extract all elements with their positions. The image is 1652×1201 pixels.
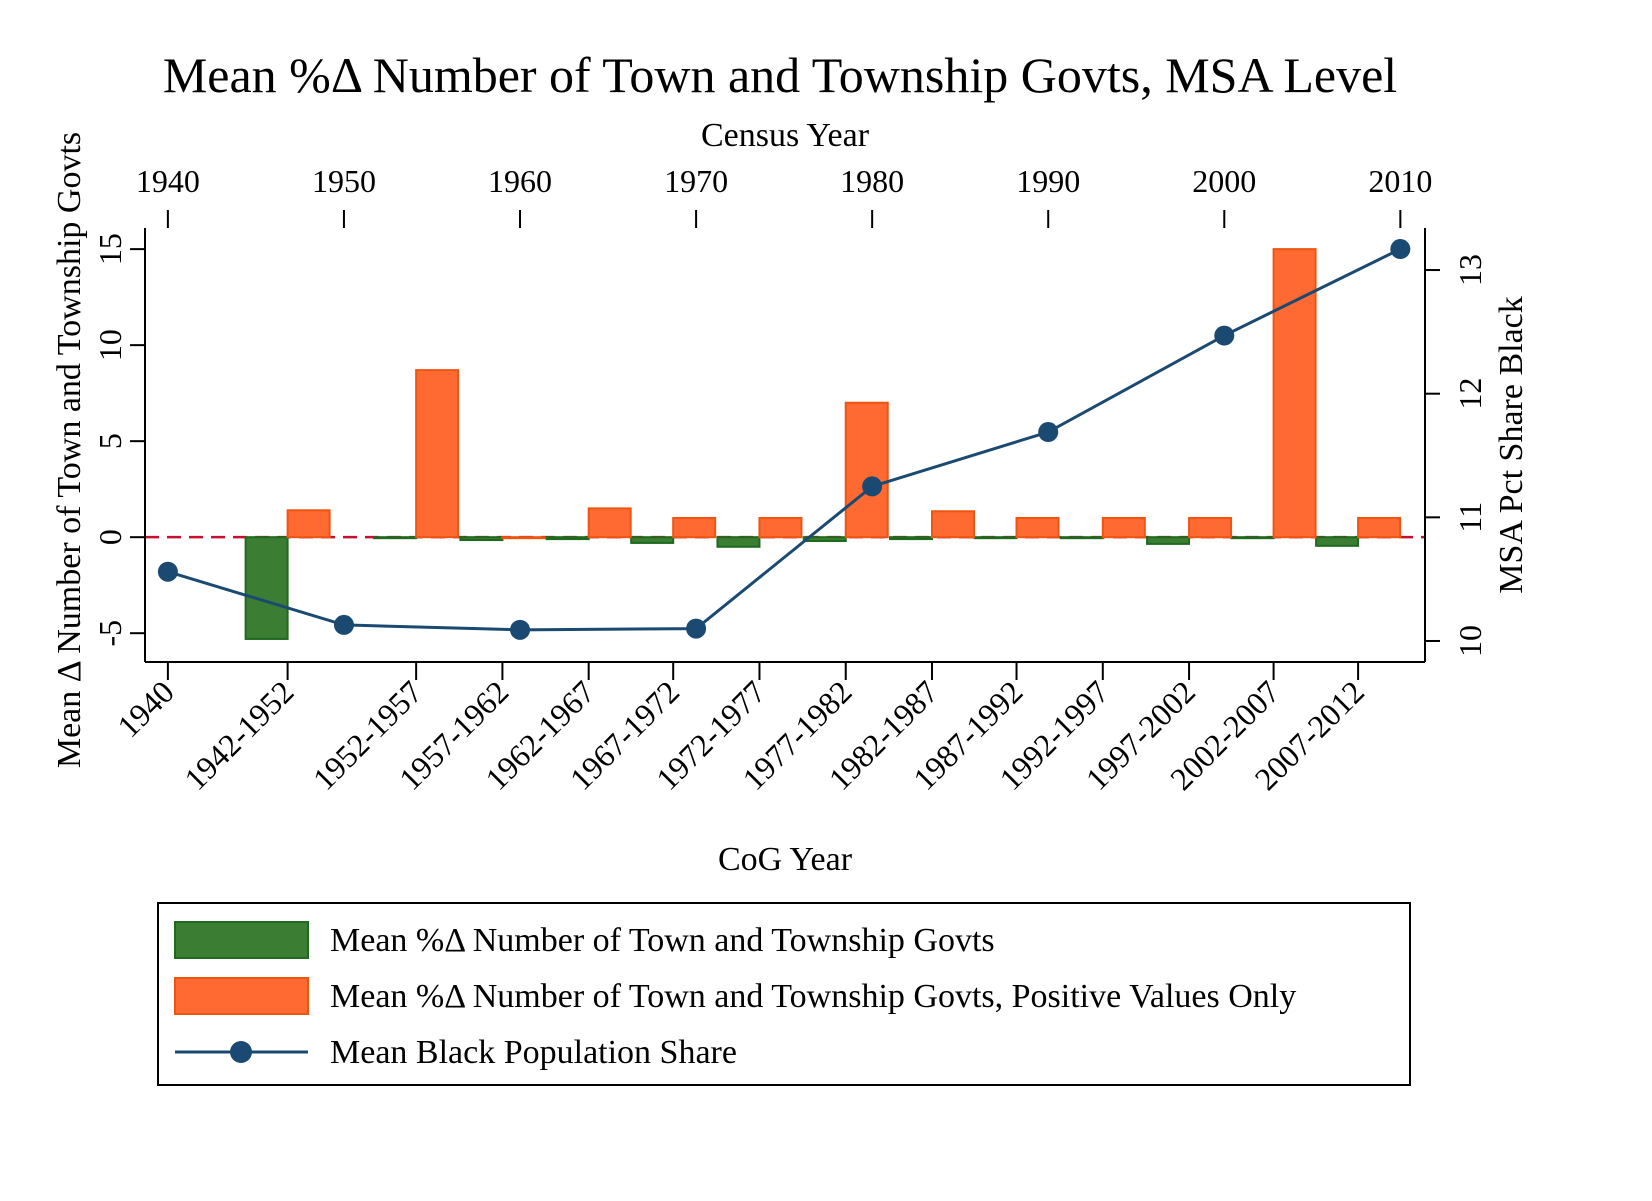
legend-marker [230,1041,252,1063]
y-tick-label: 0 [92,529,128,545]
legend-swatch [174,977,309,1015]
bar [415,369,460,539]
y2-tick-label: 13 [1452,254,1488,286]
bar [545,536,590,541]
line-marker [1214,325,1235,346]
bar [844,401,889,539]
bar [1101,516,1146,539]
bar [1059,536,1104,540]
chart-title: Mean %Δ Number of Town and Township Govt… [163,47,1397,103]
bar [1188,516,1233,539]
x2-tick-label: 1980 [840,163,904,199]
x2-axis-title: Census Year [701,117,870,154]
bar [672,516,717,539]
bar [716,536,761,548]
bar [286,509,331,539]
y-tick-label: -5 [92,620,128,647]
y2-tick-label: 12 [1452,378,1488,410]
bar [501,536,546,540]
x-axis-title: CoG Year [718,841,853,878]
bar [973,536,1018,540]
bar [1272,248,1317,539]
bar [1015,516,1060,539]
line-marker [1390,239,1411,260]
line-marker [686,618,707,639]
x2-tick-label: 1970 [664,163,728,199]
line-marker [1038,422,1059,443]
line-marker [510,619,531,640]
bar [459,536,504,542]
line-marker [157,561,178,582]
y2-tick-label: 10 [1452,625,1488,657]
bar [802,536,847,543]
legend-label: Mean %Δ Number of Town and Township Govt… [330,922,995,959]
y-tick-label: 5 [92,433,128,449]
x2-tick-label: 2000 [1192,163,1256,199]
y-axis-title: Mean Δ Number of Town and Township Govts [51,132,88,768]
x2-tick-label: 1990 [1016,163,1080,199]
x2-tick-label: 1960 [488,163,552,199]
bar [1146,536,1191,545]
line-marker [862,476,883,497]
y2-tick-label: 11 [1452,502,1488,533]
legend-box [157,902,1411,1086]
bar [1357,516,1402,539]
x-tick-label: 1940 [110,673,181,744]
bar [931,510,976,539]
bar [889,536,934,541]
legend-swatch [174,921,309,959]
y-tick-label: 10 [92,329,128,361]
x2-tick-label: 1940 [136,163,200,199]
bar [1315,536,1360,547]
x2-tick-label: 1950 [312,163,376,199]
y2-axis-title: MSA Pct Share Black [1493,296,1530,593]
bar [587,507,632,539]
line-marker [333,614,354,635]
bar [244,536,289,640]
bar [373,536,418,540]
bar [630,536,675,544]
legend-label: Mean %Δ Number of Town and Township Govt… [330,978,1296,1015]
line [167,247,1402,632]
x-tick-label: 1942-1952 [177,673,301,797]
legend-label: Mean Black Population Share [330,1034,737,1071]
bar [1230,536,1275,540]
bar [758,516,803,539]
y-tick-label: 15 [92,233,128,265]
x2-tick-label: 2010 [1368,163,1432,199]
